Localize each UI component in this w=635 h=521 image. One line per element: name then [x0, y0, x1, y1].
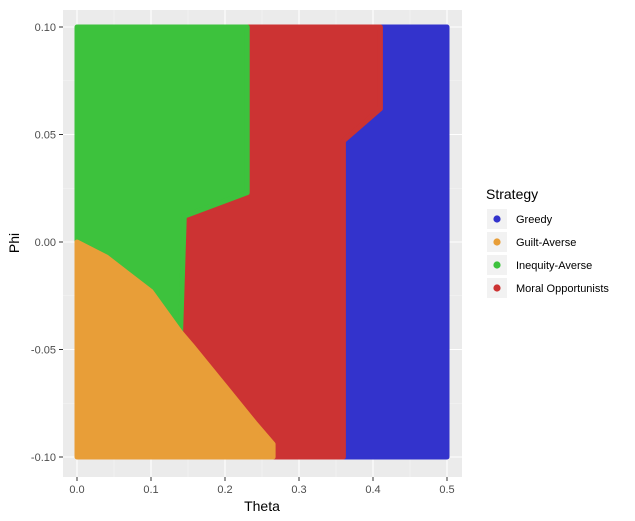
legend-title: Strategy	[486, 186, 538, 202]
x-tick-label: 0.5	[439, 484, 454, 496]
legend-swatch-greedy	[493, 215, 501, 223]
legend-label-guilt-averse: Guilt-Averse	[516, 237, 576, 249]
x-tick-label: 0.2	[217, 484, 232, 496]
strategy-regions	[74, 24, 450, 460]
y-tick-label: -0.10	[31, 452, 56, 464]
y-tick-label: 0.10	[35, 22, 56, 34]
x-axis: 0.0 0.1 0.2 0.3 0.4 0.5	[69, 477, 455, 496]
legend-swatch-moral-opportunists	[493, 284, 501, 292]
y-tick-label: -0.05	[31, 345, 56, 357]
x-tick-label: 0.3	[291, 484, 306, 496]
legend-swatch-guilt-averse	[493, 238, 501, 246]
y-axis: -0.10 -0.05 0.00 0.05 0.10	[31, 22, 63, 464]
y-tick-label: 0.05	[35, 130, 56, 142]
x-axis-title: Theta	[244, 498, 280, 514]
y-axis-title: Phi	[6, 233, 22, 253]
region-guilt-averse	[74, 239, 276, 460]
x-tick-label: 0.4	[365, 484, 380, 496]
legend-swatch-inequity-averse	[493, 261, 501, 269]
x-tick-label: 0.0	[69, 484, 84, 496]
legend-label-inequity-averse: Inequity-Averse	[516, 260, 592, 272]
legend-label-greedy: Greedy	[516, 214, 553, 226]
y-tick-label: 0.00	[35, 237, 56, 249]
x-tick-label: 0.1	[143, 484, 158, 496]
legend: Strategy Greedy Guilt-Averse Inequity-Aver…	[486, 186, 609, 298]
legend-label-moral-opportunists: Moral Opportunists	[516, 283, 609, 295]
